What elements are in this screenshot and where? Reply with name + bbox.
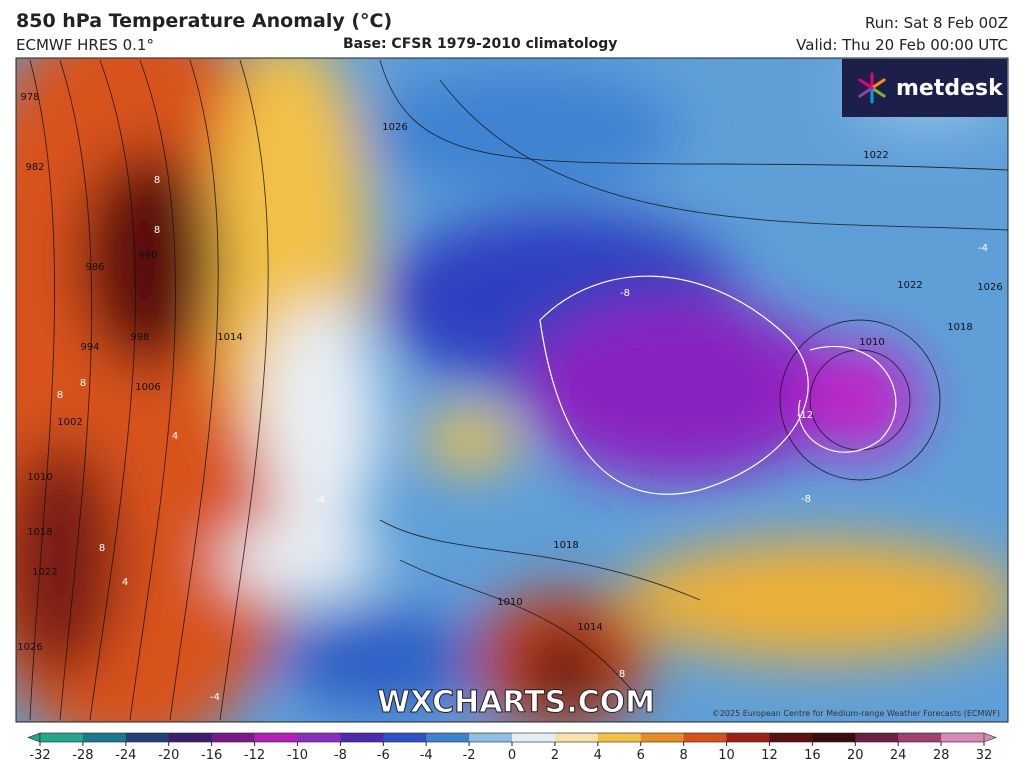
colorbar-segment — [168, 733, 213, 742]
colorbar-tick-label: 8 — [679, 748, 687, 763]
colorbar-tick-label: 28 — [933, 748, 950, 763]
colorbar-tick-label: -32 — [29, 748, 50, 763]
isobar-label: 1010 — [27, 472, 52, 483]
isobar-label: 1026 — [382, 122, 407, 133]
colorbar-tick-label: -16 — [201, 748, 222, 763]
colorbar-tick-label: -2 — [463, 748, 476, 763]
colorbar-tick-label: 10 — [718, 748, 735, 763]
isobar-label: 1018 — [27, 527, 52, 538]
anomaly-label: 4 — [172, 431, 178, 442]
isobar-label: 1002 — [57, 417, 82, 428]
colorbar-segment — [340, 733, 384, 742]
colorbar-segment — [769, 733, 813, 742]
colorbar-tick-label: -4 — [420, 748, 433, 763]
colorbar-segment — [941, 733, 985, 742]
model: ECMWF HRES 0.1° — [16, 36, 154, 54]
map-frame — [15, 57, 1009, 723]
valid: Valid: Thu 20 Feb 00:00 UTC — [796, 36, 1008, 54]
isobar-label: 1006 — [135, 382, 160, 393]
colorbar-segment — [726, 733, 770, 742]
isobar-label: 1010 — [859, 337, 884, 348]
colorbar-tick-label: -10 — [287, 748, 308, 763]
anomaly-label: 8 — [57, 390, 63, 401]
colorbar-tick-label: -12 — [244, 748, 265, 763]
isobar-label: 1026 — [17, 642, 42, 653]
run: Run: Sat 8 Feb 00Z — [865, 14, 1008, 32]
colorbar-tick-label: 0 — [508, 748, 516, 763]
anomaly-label: 8 — [619, 669, 625, 680]
colorbar-segment — [469, 733, 513, 742]
colorbar-segment — [640, 733, 685, 742]
colorbar-segment — [898, 733, 942, 742]
colorbar-tick-label: 24 — [890, 748, 907, 763]
colorbar-segment — [597, 733, 642, 742]
isobar-label: 986 — [85, 262, 104, 273]
anomaly-label: 8 — [99, 543, 105, 554]
isobar-label: 1018 — [553, 540, 578, 551]
isobar-label: 1022 — [32, 567, 57, 578]
isobar-label: 1010 — [497, 597, 522, 608]
colorbar-segment — [855, 733, 899, 742]
anomaly-label: 8 — [154, 225, 160, 236]
colorbar-tick-label: 4 — [594, 748, 602, 763]
colorbar-segment — [512, 733, 556, 742]
anomaly-label: -12 — [797, 410, 813, 421]
colorbar-tick-label: 12 — [761, 748, 778, 763]
colorbar-tick-label: 32 — [976, 748, 993, 763]
colorbar-segment — [82, 733, 127, 742]
copyright: ©2025 European Centre for Medium-range W… — [712, 709, 1000, 718]
logo-icon — [858, 72, 886, 104]
isobar-label: 982 — [25, 162, 44, 173]
colorbar-tick-label: -8 — [334, 748, 347, 763]
isobar-label: 1022 — [897, 280, 922, 291]
colorbar-segment — [383, 733, 427, 742]
colorbar-tick-label: -20 — [158, 748, 179, 763]
anomaly-label: 8 — [80, 378, 86, 389]
base: Base: CFSR 1979-2010 climatology — [343, 36, 618, 52]
anomaly-label: -4 — [210, 692, 220, 703]
anomaly-label: 4 — [122, 577, 128, 588]
colorbar-segment — [254, 733, 298, 742]
anomaly-label: 8 — [154, 175, 160, 186]
logo: metdesk — [896, 76, 1004, 101]
isobar-label: 1022 — [863, 150, 888, 161]
isobar-label: 990 — [138, 250, 157, 261]
colorbar-segment — [297, 733, 341, 742]
anomaly-label: -8 — [801, 494, 811, 505]
isobar-label: 978 — [20, 92, 39, 103]
colorbar-segment — [125, 733, 170, 742]
colorbar-tick-label: 2 — [551, 748, 559, 763]
colorbar-segment — [40, 733, 84, 742]
colorbar-arrow-left — [27, 732, 41, 743]
anomaly-label: -4 — [315, 495, 325, 506]
colorbar: -32 -28 -24 -20 -16 -12 -10 -8 -6 -4 -2 0 2 4 6 8 10 12 16… — [27, 732, 997, 763]
map-labels: 978 982 986 990 994 998 1002 1006 1010 1014 1018 10… — [17, 92, 1002, 703]
colorbar-tick-label: 16 — [804, 748, 821, 763]
anomaly-label: -4 — [978, 243, 988, 254]
colorbar-tick-label: -24 — [115, 748, 136, 763]
watermark: WXCHARTS.COM — [377, 685, 655, 720]
colorbar-tick-label: -6 — [377, 748, 390, 763]
colorbar-segment — [683, 733, 728, 742]
colorbar-arrow-right — [983, 732, 997, 743]
colorbar-tick-label: 20 — [847, 748, 864, 763]
anomaly-label: -8 — [620, 288, 630, 299]
colorbar-segment — [812, 733, 856, 742]
isobar-label: 998 — [130, 332, 149, 343]
colorbar-segment — [426, 733, 470, 742]
colorbar-tick-label: -28 — [72, 748, 93, 763]
isobar-label: 994 — [80, 342, 99, 353]
isobar-label: 1014 — [217, 332, 242, 343]
isobar-label: 1014 — [577, 622, 602, 633]
title: 850 hPa Temperature Anomaly (°C) — [16, 10, 393, 32]
isobar-label: 1026 — [977, 282, 1002, 293]
isobar-label: 1018 — [947, 322, 972, 333]
colorbar-segment — [554, 733, 599, 742]
map-field — [16, 58, 1008, 722]
colorbar-segment — [211, 733, 256, 742]
colorbar-tick-label: 6 — [637, 748, 645, 763]
